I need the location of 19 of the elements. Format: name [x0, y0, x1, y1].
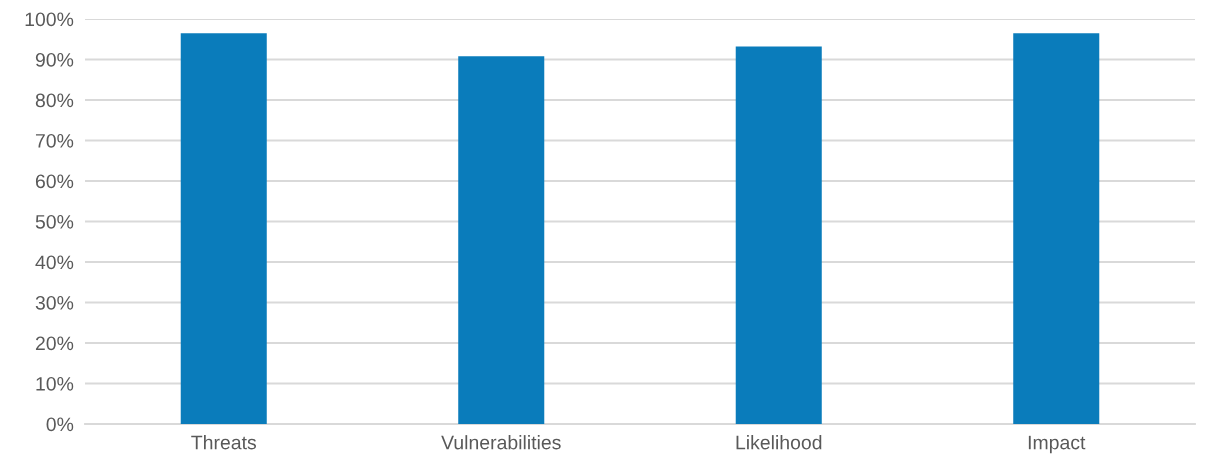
x-tick-label: Threats	[191, 435, 257, 450]
y-tick-label: 90%	[35, 52, 74, 67]
x-tick-label: Vulnerabilities	[441, 435, 561, 450]
y-tick-label: 10%	[36, 376, 74, 391]
x-tick-label: Impact	[1028, 435, 1086, 454]
y-tick-label: 60%	[35, 174, 74, 189]
y-tick-label: 100%	[25, 12, 74, 27]
bar	[1013, 33, 1100, 424]
bar	[735, 46, 822, 424]
bar	[458, 56, 545, 424]
y-tick-label: 40%	[35, 255, 74, 270]
y-tick-label: 50%	[35, 214, 74, 229]
x-tick-label: Likelihood	[736, 435, 822, 450]
y-tick-label: 70%	[35, 133, 74, 148]
y-tick-label: 20%	[35, 336, 74, 351]
y-tick-label: 30%	[35, 295, 74, 310]
bar	[180, 33, 267, 424]
y-tick-label: 80%	[35, 93, 74, 108]
y-tick-label: 0%	[46, 417, 74, 432]
